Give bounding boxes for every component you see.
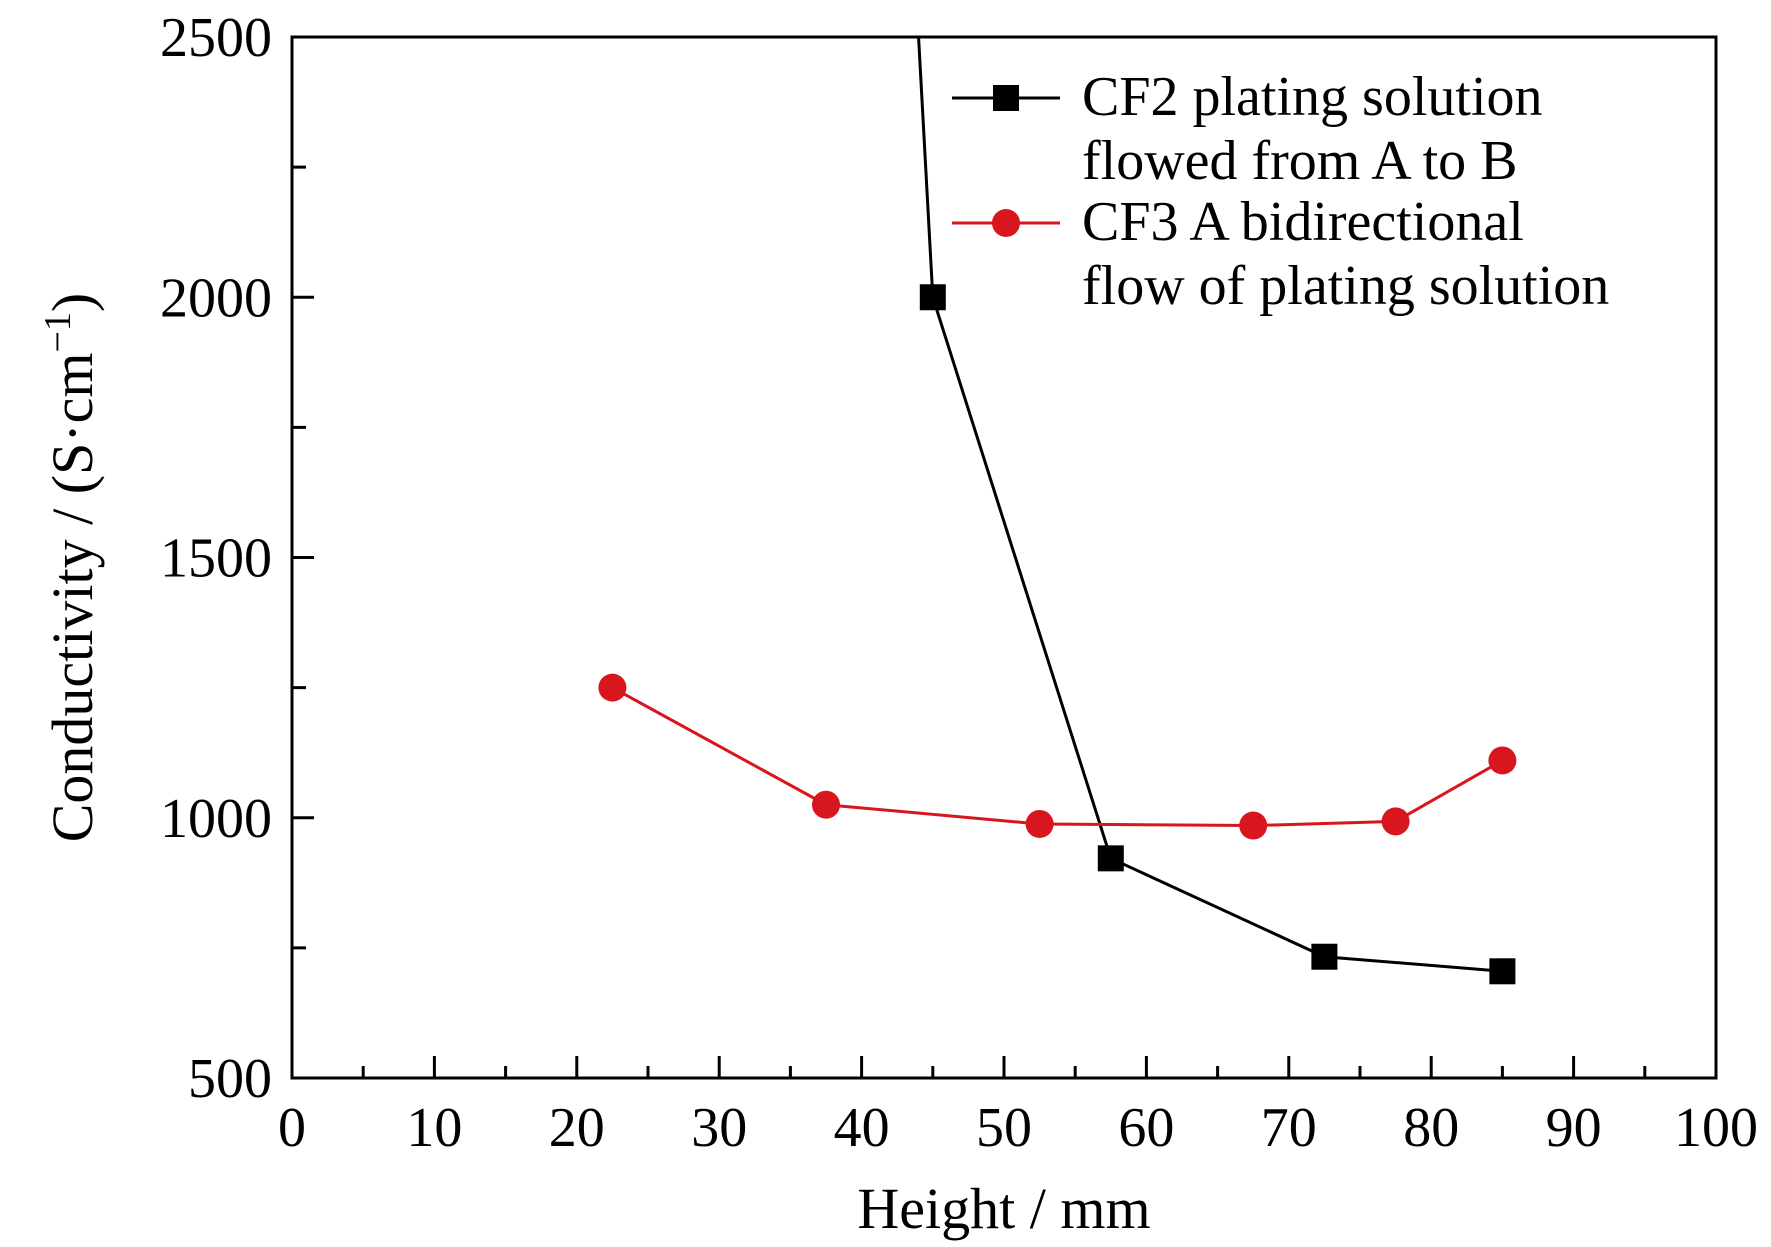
cf3-point [1239,811,1268,840]
y-axis: 500 1000 1500 2000 2500 [160,7,314,1110]
cf3-point [598,673,627,702]
cf2-legend-label: CF2 plating solution [1082,66,1543,128]
cf2-legend-label: flowed from A to B [1082,130,1518,192]
series-clip-group [598,37,1517,985]
y-tick-label: 2000 [160,267,272,329]
x-axis-title: Height / mm [857,1176,1150,1241]
cf2-legend-marker [993,85,1019,111]
y-axis-title-superscript: −1 [37,312,79,352]
x-axis: 0 10 20 30 40 50 60 70 80 90 100 [278,1056,1758,1159]
cf2-point [1311,943,1338,970]
x-tick-label: 60 [1118,1097,1174,1159]
cf2-point [1489,958,1516,985]
x-tick-label: 30 [691,1097,747,1159]
cf3-point [812,790,840,819]
series-layer [598,37,1517,985]
x-tick-label: 50 [976,1097,1032,1159]
y-tick-label: 500 [188,1048,272,1110]
cf3-legend-marker [992,209,1020,237]
x-tick-label: 80 [1403,1097,1459,1159]
cf3-point [1381,807,1410,836]
x-tick-label: 90 [1546,1097,1602,1159]
x-tick-label: 0 [278,1097,306,1159]
y-axis-title: Conductivity / (S·cm−1) [37,293,105,843]
x-tick-label: 100 [1674,1097,1758,1159]
x-tick-label: 40 [834,1097,890,1159]
cf3-point [1025,809,1054,838]
cf2-point [919,284,946,311]
y-tick-label: 2500 [160,7,272,69]
y-tick-label: 1000 [160,788,272,850]
cf3-legend-label: flow of plating solution [1082,255,1609,317]
y-tick-label: 1500 [160,528,272,590]
cf3-point [1488,746,1517,775]
x-tick-label: 20 [549,1097,605,1159]
cf2-point [1097,845,1124,872]
x-tick-label: 70 [1261,1097,1317,1159]
y-axis-title-close: ) [40,293,105,312]
x-tick-label: 10 [406,1097,462,1159]
cf3-legend-label: CF3 A bidirectional [1082,191,1524,253]
cf3-series-line [611,686,1504,828]
y-axis-title-main: Conductivity / (S·cm [40,353,105,843]
